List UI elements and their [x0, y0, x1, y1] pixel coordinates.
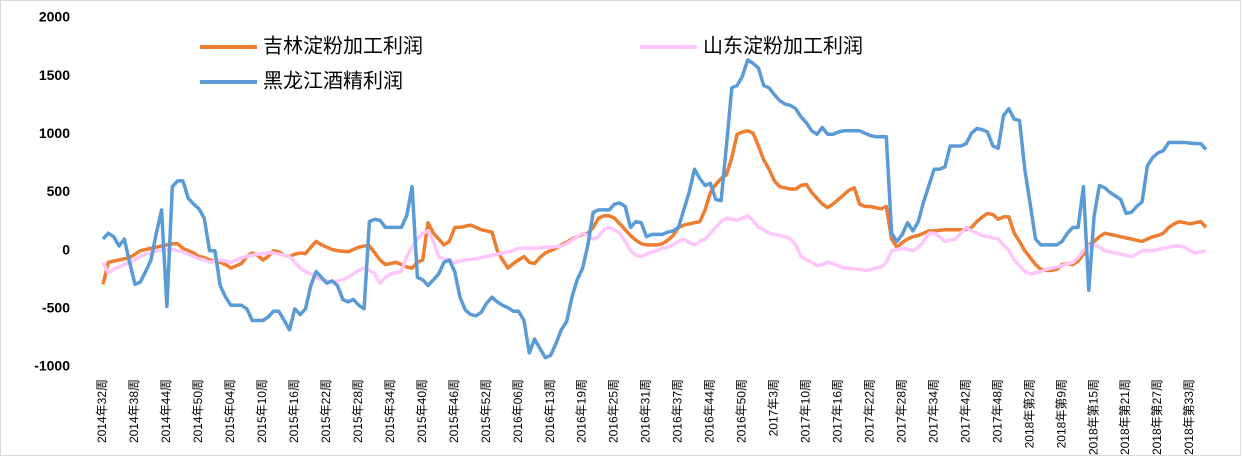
x-tick-label: 2017年42周: [958, 379, 972, 443]
x-tick-label: 2017年10周: [799, 379, 813, 443]
x-tick-label: 2016年25周: [607, 379, 621, 443]
x-tick-label: 2017年48周: [990, 379, 1004, 443]
x-tick-label: 2016年31周: [639, 379, 653, 443]
y-tick-label: -1000: [34, 358, 70, 374]
x-tick-label: 2016年44周: [703, 379, 717, 443]
y-tick-label: 1000: [39, 125, 70, 141]
x-tick-label: 2018年第27周: [1150, 379, 1164, 455]
x-tick-label: 2015年10周: [255, 379, 269, 443]
x-tick-label: 2014年38周: [127, 379, 141, 443]
x-tick-label: 2017年3周: [767, 379, 781, 436]
x-tick-label: 2014年44周: [159, 379, 173, 443]
x-tick-label: 2017年28周: [894, 379, 908, 443]
x-tick-label: 2015年04周: [223, 379, 237, 443]
series-line: [101, 58, 1208, 360]
x-tick-label: 2016年13周: [543, 379, 557, 443]
x-tick-label: 2015年16周: [287, 379, 301, 443]
x-tick-label: 2015年52周: [479, 379, 493, 443]
x-tick-label: 2017年22周: [862, 379, 876, 443]
x-tick-label: 2015年34周: [383, 379, 397, 443]
x-tick-label: 2017年16周: [831, 379, 845, 443]
x-tick-label: 2018年第2周: [1022, 379, 1036, 448]
legend-label: 黑龙江酒精利润: [263, 69, 403, 93]
x-tick-label: 2014年50周: [191, 379, 205, 443]
x-tick-label: 2016年37周: [671, 379, 685, 443]
x-tick-label: 2018年第9周: [1054, 379, 1068, 448]
legend-label: 吉林淀粉加工利润: [263, 34, 423, 58]
x-tick-label: 2014年32周: [95, 379, 109, 443]
series-line: [101, 129, 1208, 285]
legend-label: 山东淀粉加工利润: [703, 34, 863, 58]
x-tick-label: 2015年22周: [319, 379, 333, 443]
x-tick-label: 2015年28周: [351, 379, 365, 443]
x-tick-label: 2016年06周: [511, 379, 525, 443]
x-tick-label: 2017年34周: [926, 379, 940, 443]
x-tick-label: 2018年第15周: [1086, 379, 1100, 455]
x-tick-label: 2015年46周: [447, 379, 461, 443]
x-tick-label: 2016年50周: [735, 379, 749, 443]
x-tick-label: 2015年40周: [415, 379, 429, 443]
y-tick-label: -500: [42, 300, 70, 316]
x-tick-label: 2018年第33周: [1182, 379, 1196, 455]
y-tick-label: 500: [47, 183, 71, 199]
y-tick-label: 0: [62, 241, 70, 257]
y-tick-label: 2000: [39, 9, 70, 25]
series-line: [101, 214, 1207, 285]
x-tick-label: 2018年第21周: [1118, 379, 1132, 455]
y-tick-label: 1500: [39, 67, 70, 83]
x-tick-label: 2016年19周: [575, 379, 589, 443]
